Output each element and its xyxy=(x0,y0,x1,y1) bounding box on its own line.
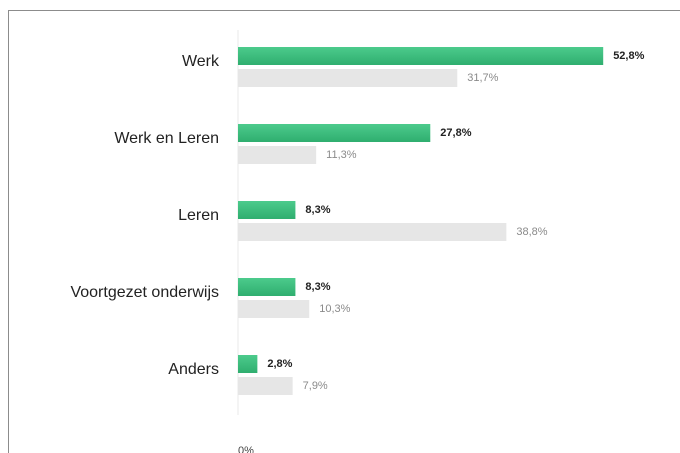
value-label: 11,3% xyxy=(326,149,357,161)
bar xyxy=(238,201,296,219)
category-label: Werk xyxy=(182,53,220,70)
x-tick-label: 0% xyxy=(238,445,254,453)
value-label: 2,8% xyxy=(267,358,292,370)
bar xyxy=(238,69,458,87)
bar xyxy=(238,278,296,296)
frame xyxy=(8,10,680,453)
category-label: Leren xyxy=(178,207,219,224)
category-label: Voortgezet onderwijs xyxy=(70,284,219,301)
value-label: 52,8% xyxy=(613,50,644,62)
bar xyxy=(238,300,310,318)
bar xyxy=(238,223,507,241)
value-label: 10,3% xyxy=(319,303,350,315)
category-label: Anders xyxy=(168,361,219,378)
bar xyxy=(238,377,293,395)
value-label: 38,8% xyxy=(516,226,547,238)
value-label: 27,8% xyxy=(440,127,471,139)
value-label: 7,9% xyxy=(303,380,328,392)
bar xyxy=(238,47,604,65)
category-label: Werk en Leren xyxy=(114,130,219,147)
value-label: 8,3% xyxy=(305,204,330,216)
value-label: 31,7% xyxy=(467,72,498,84)
bar xyxy=(238,146,317,164)
bar xyxy=(238,355,258,373)
value-label: 8,3% xyxy=(305,281,330,293)
bar xyxy=(238,124,431,142)
